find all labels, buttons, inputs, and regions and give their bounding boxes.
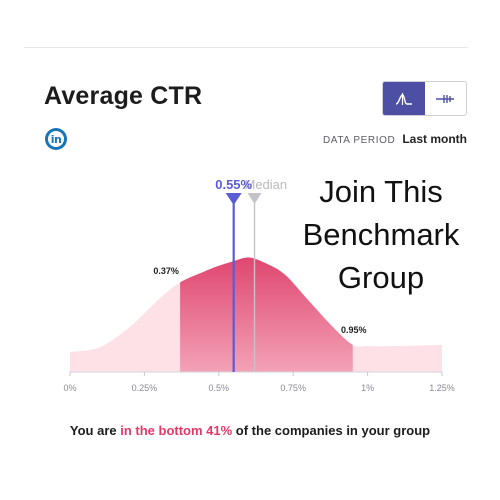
data-period-value[interactable]: Last month <box>402 132 467 146</box>
top-divider <box>24 47 468 48</box>
x-tick-label: 0.25% <box>132 383 158 393</box>
data-period-label: DATA PERIOD <box>322 135 396 146</box>
linkedin-icon[interactable]: in <box>45 128 67 150</box>
summary-suffix: of the companies in your group <box>232 423 431 438</box>
x-tick-label: 1.25% <box>429 383 455 393</box>
median-label: Median <box>245 177 288 192</box>
page-title: Average CTR <box>44 82 203 110</box>
percentile-summary: You are in the bottom 41% of the compani… <box>0 423 500 438</box>
overlay-line: Join This <box>319 174 443 209</box>
range-view-button[interactable] <box>425 82 467 115</box>
join-benchmark-overlay[interactable]: Join This Benchmark Group <box>286 170 476 299</box>
overlay-line: Group <box>337 260 425 295</box>
x-tick-label: 0.75% <box>280 383 306 393</box>
distribution-view-button[interactable] <box>383 82 425 115</box>
x-tick-label: 0.5% <box>209 383 230 393</box>
distribution-curve-icon <box>395 92 412 105</box>
your-value-label: 0.55% <box>215 177 252 192</box>
summary-prefix: You are <box>69 423 121 438</box>
linkedin-glyph: in <box>48 131 64 147</box>
overlay-line: Benchmark <box>302 217 460 252</box>
x-tick-label: 0% <box>63 383 76 393</box>
core-range-area <box>180 257 353 372</box>
data-period: DATA PERIOD Last month <box>323 132 467 146</box>
range-slider-icon <box>436 94 455 103</box>
your-value-marker <box>225 193 242 205</box>
x-tick-label: 1% <box>361 383 374 393</box>
median-marker <box>247 193 262 204</box>
summary-highlight: in the bottom 41% <box>120 423 233 438</box>
core-range-to-label: 0.95% <box>341 325 367 335</box>
view-toggle[interactable] <box>382 81 467 116</box>
core-range-from-label: 0.37% <box>153 266 179 276</box>
